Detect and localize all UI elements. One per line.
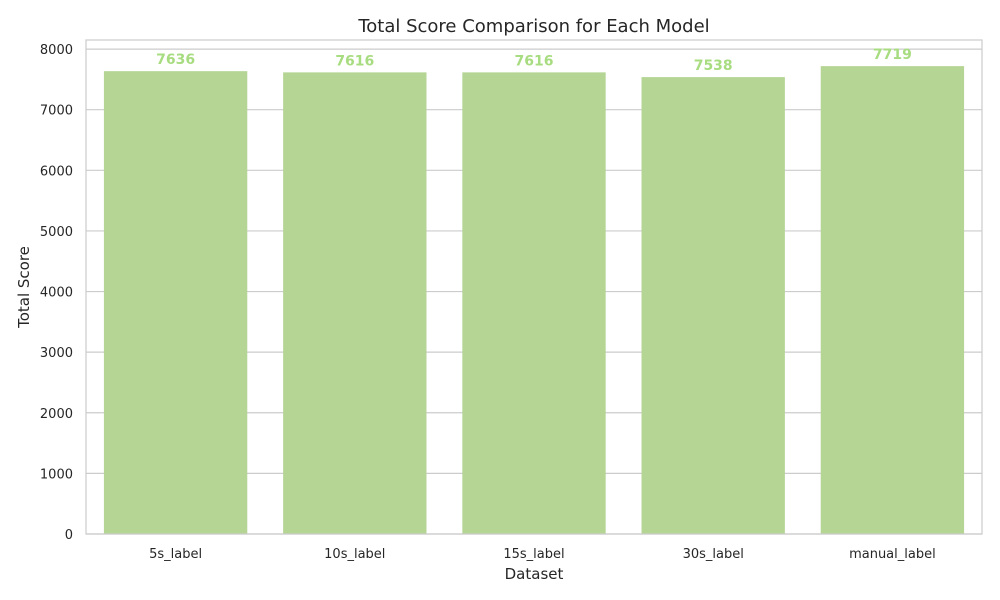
value-label: 7636 (156, 52, 195, 68)
x-tick-label: 5s_label (149, 547, 202, 562)
y-tick-label: 2000 (40, 407, 73, 422)
value-label: 7616 (515, 53, 554, 69)
value-label: 7616 (335, 53, 374, 69)
y-tick-label: 7000 (40, 104, 73, 119)
y-tick-label: 4000 (40, 286, 73, 301)
bar-30s_label (641, 77, 785, 534)
bars-layer (103, 66, 965, 534)
value-label: 7538 (694, 58, 733, 74)
value-label: 7719 (873, 47, 912, 63)
axes-frame (85, 39, 983, 535)
y-tick-label: 0 (65, 528, 73, 543)
x-tick-label: 10s_label (324, 547, 385, 562)
y-tick-label: 3000 (40, 346, 73, 361)
y-tick-label: 5000 (40, 225, 73, 240)
x-tick-label: 15s_label (503, 547, 564, 562)
bar-5s_label (103, 71, 248, 534)
chart-title: Total Score Comparison for Each Model (357, 16, 709, 37)
y-axis-label: Total Score (15, 246, 33, 329)
x-tick-label: manual_label (849, 547, 936, 562)
value-labels: 7636 7616 7616 7538 7719 (156, 47, 912, 74)
x-axis-ticks: 5s_label 10s_label 15s_label 30s_label manua… (149, 547, 936, 562)
x-axis-label: Dataset (505, 565, 564, 583)
x-tick-label: 30s_label (683, 547, 744, 562)
bar-15s_label (462, 72, 606, 534)
y-tick-label: 1000 (40, 467, 73, 482)
y-axis-ticks: 0 1000 2000 3000 4000 5000 6000 7000 8000 (40, 43, 73, 543)
bar-10s_label (283, 72, 427, 534)
y-tick-label: 6000 (40, 164, 73, 179)
bar-manual_label (820, 66, 965, 534)
y-tick-label: 8000 (40, 43, 73, 58)
